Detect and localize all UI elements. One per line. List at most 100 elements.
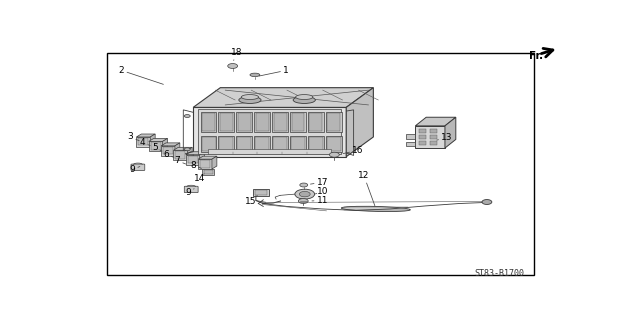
Bar — [310, 113, 322, 131]
Text: 10: 10 — [315, 187, 328, 196]
Bar — [327, 113, 340, 131]
Bar — [430, 141, 437, 145]
Text: 6: 6 — [163, 150, 174, 159]
Circle shape — [298, 198, 308, 204]
Circle shape — [184, 115, 190, 117]
Ellipse shape — [250, 73, 260, 76]
Text: 18: 18 — [231, 48, 242, 60]
Bar — [309, 137, 323, 151]
Text: 8: 8 — [190, 161, 201, 170]
Bar — [291, 137, 305, 151]
Bar — [188, 156, 197, 163]
Bar — [406, 142, 415, 146]
Polygon shape — [199, 152, 204, 164]
Bar — [419, 129, 426, 133]
Polygon shape — [347, 88, 373, 157]
Bar — [290, 136, 306, 152]
Bar — [198, 108, 341, 154]
Text: 9: 9 — [185, 188, 194, 197]
Bar — [163, 147, 173, 154]
Ellipse shape — [293, 97, 315, 103]
Bar — [419, 135, 426, 139]
Bar — [138, 138, 148, 145]
Text: 4: 4 — [140, 138, 150, 147]
Ellipse shape — [296, 95, 313, 100]
Polygon shape — [175, 143, 180, 156]
Bar — [430, 135, 437, 139]
Bar — [200, 160, 210, 167]
Bar — [272, 136, 288, 152]
Bar — [198, 159, 212, 169]
Text: 17: 17 — [310, 178, 328, 187]
Bar — [208, 149, 331, 154]
Polygon shape — [173, 147, 192, 150]
Polygon shape — [187, 147, 192, 160]
Polygon shape — [150, 134, 155, 147]
Bar — [107, 53, 534, 275]
Circle shape — [482, 200, 492, 204]
Polygon shape — [445, 117, 456, 148]
Bar — [161, 146, 175, 156]
Bar — [136, 137, 150, 147]
Circle shape — [329, 152, 340, 157]
Bar — [254, 189, 269, 196]
Polygon shape — [212, 156, 217, 169]
Circle shape — [299, 191, 310, 197]
Text: 5: 5 — [152, 143, 162, 152]
Bar — [254, 112, 270, 132]
Bar — [238, 113, 251, 131]
Bar — [238, 137, 252, 151]
Text: 3: 3 — [127, 132, 140, 141]
Bar — [173, 150, 187, 160]
Bar — [220, 137, 233, 151]
Bar — [292, 113, 304, 131]
Bar — [202, 113, 215, 131]
Ellipse shape — [239, 97, 261, 103]
Text: 14: 14 — [194, 174, 206, 183]
Bar — [151, 142, 161, 150]
Circle shape — [184, 148, 190, 151]
Bar — [255, 190, 268, 195]
Bar — [201, 137, 215, 151]
Bar — [415, 126, 445, 148]
Polygon shape — [162, 139, 168, 151]
Bar — [308, 136, 324, 152]
Text: 1: 1 — [259, 66, 289, 76]
Bar — [254, 136, 270, 152]
Bar — [255, 113, 269, 131]
Bar — [290, 112, 306, 132]
Bar — [236, 112, 252, 132]
Circle shape — [300, 183, 308, 187]
Bar — [218, 136, 234, 152]
Ellipse shape — [241, 95, 259, 100]
Polygon shape — [415, 117, 456, 126]
Circle shape — [295, 189, 315, 199]
Text: 7: 7 — [175, 156, 185, 165]
Text: 15: 15 — [245, 196, 257, 205]
FancyBboxPatch shape — [131, 164, 145, 171]
Bar — [326, 112, 342, 132]
FancyBboxPatch shape — [184, 186, 198, 193]
Ellipse shape — [341, 206, 410, 212]
Text: ST83-B1700: ST83-B1700 — [474, 269, 524, 278]
Bar — [255, 137, 269, 151]
Bar — [326, 136, 342, 152]
Polygon shape — [198, 156, 217, 159]
Polygon shape — [186, 152, 204, 155]
Text: Fr.: Fr. — [529, 51, 543, 61]
Text: 12: 12 — [358, 172, 375, 206]
Polygon shape — [161, 143, 180, 146]
Polygon shape — [136, 134, 155, 137]
Bar — [202, 169, 215, 175]
Text: 16: 16 — [343, 146, 364, 155]
Bar — [175, 151, 185, 159]
Bar — [201, 136, 217, 152]
Bar — [193, 108, 347, 157]
Bar — [149, 141, 162, 151]
Polygon shape — [149, 139, 168, 141]
Bar — [201, 112, 217, 132]
Text: 9: 9 — [129, 165, 140, 174]
Bar — [236, 136, 252, 152]
Bar — [272, 112, 288, 132]
Bar — [406, 134, 415, 140]
